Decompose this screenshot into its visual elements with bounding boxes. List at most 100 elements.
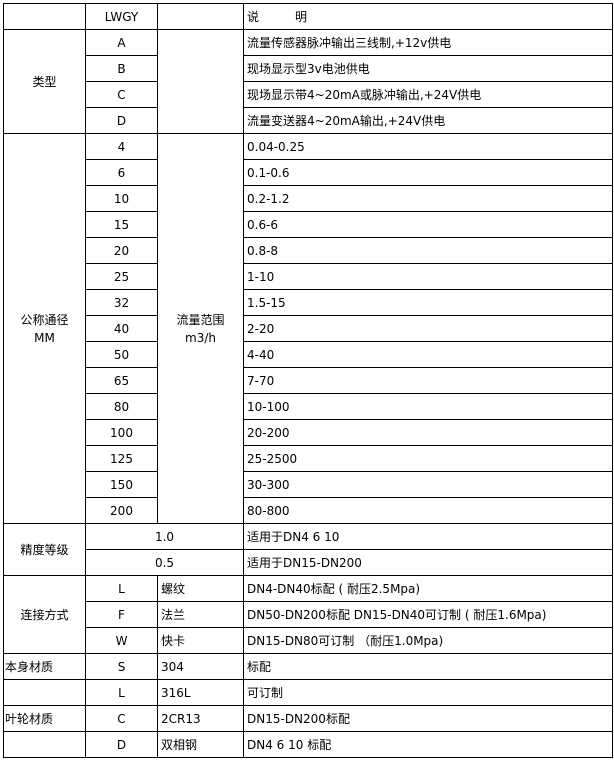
connection-name: 快卡 bbox=[157, 627, 244, 654]
size-row: 20 0.8-8 bbox=[4, 237, 613, 264]
connection-code: F bbox=[85, 601, 158, 628]
flow-range: 7-70 bbox=[243, 367, 613, 394]
accuracy-label: 精度等级 bbox=[3, 523, 86, 576]
type-row: D 流量变送器4~20mA输出,+24V供电 bbox=[4, 107, 613, 134]
material-name: 2CR13 bbox=[157, 705, 244, 732]
size-row: 80 10-100 bbox=[4, 393, 613, 420]
type-code: A bbox=[85, 29, 158, 56]
body-material-label: 本身材质 bbox=[3, 653, 86, 680]
connection-desc: DN4-DN40标配 ( 耐压2.5Mpa) bbox=[243, 575, 613, 602]
flow-range-label-line2: m3/h bbox=[185, 330, 216, 345]
size-dn: 15 bbox=[85, 211, 158, 238]
flow-range: 80-800 bbox=[243, 497, 613, 524]
type-desc: 现场显示型3v电池供电 bbox=[243, 55, 613, 82]
size-dn: 50 bbox=[85, 341, 158, 368]
accuracy-row: 0.5 适用于DN15-DN200 bbox=[4, 549, 613, 576]
size-dn: 65 bbox=[85, 367, 158, 394]
material-code: S bbox=[85, 653, 158, 680]
size-row: 10 0.2-1.2 bbox=[4, 185, 613, 212]
flow-range: 1-10 bbox=[243, 263, 613, 290]
size-label-line2: MM bbox=[34, 330, 55, 345]
size-row: 公称通径 MM 4 流量范围 m3/h 0.04-0.25 bbox=[3, 133, 613, 524]
size-dn: 200 bbox=[85, 497, 158, 524]
size-dn: 125 bbox=[85, 445, 158, 472]
material-desc: DN4 6 10 标配 bbox=[243, 731, 613, 758]
flow-range: 2-20 bbox=[243, 315, 613, 342]
size-row: 50 4-40 bbox=[4, 341, 613, 368]
type-row: C 现场显示带4~20mA或脉冲输出,+24V供电 bbox=[4, 81, 613, 108]
connection-name: 法兰 bbox=[157, 601, 244, 628]
connection-desc: DN15-DN80可订制 （耐压1.0Mpa) bbox=[243, 627, 613, 654]
flow-range: 4-40 bbox=[243, 341, 613, 368]
size-row: 100 20-200 bbox=[4, 419, 613, 446]
impeller-material-row: 叶轮材质 C 2CR13 DN15-DN200标配 bbox=[3, 705, 613, 732]
empty-cell bbox=[3, 731, 86, 758]
material-code: D bbox=[85, 731, 158, 758]
header-model: LWGY bbox=[85, 3, 158, 30]
material-code: L bbox=[85, 679, 158, 706]
flow-range: 1.5-15 bbox=[243, 289, 613, 316]
flow-range: 30-300 bbox=[243, 471, 613, 498]
material-desc: 标配 bbox=[243, 653, 613, 680]
header-empty bbox=[3, 3, 86, 30]
accuracy-row: 精度等级 1.0 适用于DN4 6 10 bbox=[3, 523, 613, 576]
size-row: 65 7-70 bbox=[4, 367, 613, 394]
body-material-row: L 316L 可订制 bbox=[3, 679, 613, 706]
type-row: 类型 A 流量传感器脉冲输出三线制,+12v供电 bbox=[3, 29, 613, 134]
flow-range-label: 流量范围 m3/h bbox=[157, 133, 244, 524]
type-desc: 流量传感器脉冲输出三线制,+12v供电 bbox=[243, 29, 613, 56]
size-dn: 32 bbox=[85, 289, 158, 316]
size-row: 200 80-800 bbox=[4, 497, 613, 524]
connection-label: 连接方式 bbox=[3, 575, 86, 654]
type-desc: 现场显示带4~20mA或脉冲输出,+24V供电 bbox=[243, 81, 613, 108]
accuracy-grade: 1.0 bbox=[85, 523, 244, 550]
size-dn: 25 bbox=[85, 263, 158, 290]
size-row: 40 2-20 bbox=[4, 315, 613, 342]
size-label: 公称通径 MM bbox=[3, 133, 86, 524]
size-dn: 80 bbox=[85, 393, 158, 420]
type-empty bbox=[157, 29, 244, 134]
header-description: 说 明 bbox=[243, 3, 613, 30]
header-row: LWGY 说 明 bbox=[3, 3, 613, 30]
flow-range: 0.6-6 bbox=[243, 211, 613, 238]
size-dn: 100 bbox=[85, 419, 158, 446]
type-code: B bbox=[85, 55, 158, 82]
material-name: 304 bbox=[157, 653, 244, 680]
accuracy-desc: 适用于DN4 6 10 bbox=[243, 523, 613, 550]
connection-code: L bbox=[85, 575, 158, 602]
empty-cell bbox=[3, 679, 86, 706]
impeller-material-label: 叶轮材质 bbox=[3, 705, 86, 732]
size-row: 15 0.6-6 bbox=[4, 211, 613, 238]
connection-row: F 法兰 DN50-DN200标配 DN15-DN40可订制 ( 耐压1.6Mpa) bbox=[4, 601, 613, 628]
connection-desc: DN50-DN200标配 DN15-DN40可订制 ( 耐压1.6Mpa) bbox=[243, 601, 613, 628]
size-dn: 150 bbox=[85, 471, 158, 498]
size-dn: 4 bbox=[85, 133, 158, 160]
size-label-line1: 公称通径 bbox=[20, 312, 69, 327]
flow-range: 0.8-8 bbox=[243, 237, 613, 264]
type-label: 类型 bbox=[3, 29, 86, 134]
type-code: D bbox=[85, 107, 158, 134]
type-code: C bbox=[85, 81, 158, 108]
size-dn: 40 bbox=[85, 315, 158, 342]
connection-row: 连接方式 L 螺纹 DN4-DN40标配 ( 耐压2.5Mpa) bbox=[3, 575, 613, 654]
connection-code: W bbox=[85, 627, 158, 654]
accuracy-desc: 适用于DN15-DN200 bbox=[243, 549, 613, 576]
accuracy-grade: 0.5 bbox=[85, 549, 244, 576]
type-desc: 流量变送器4~20mA输出,+24V供电 bbox=[243, 107, 613, 134]
size-row: 125 25-2500 bbox=[4, 445, 613, 472]
size-dn: 20 bbox=[85, 237, 158, 264]
size-row: 25 1-10 bbox=[4, 263, 613, 290]
type-row: B 现场显示型3v电池供电 bbox=[4, 55, 613, 82]
impeller-material-row: D 双相钢 DN4 6 10 标配 bbox=[3, 731, 613, 758]
material-desc: 可订制 bbox=[243, 679, 613, 706]
material-code: C bbox=[85, 705, 158, 732]
size-dn: 6 bbox=[85, 159, 158, 186]
header-empty-2 bbox=[157, 3, 244, 30]
material-name: 双相钢 bbox=[157, 731, 244, 758]
connection-name: 螺纹 bbox=[157, 575, 244, 602]
material-name: 316L bbox=[157, 679, 244, 706]
material-desc: DN15-DN200标配 bbox=[243, 705, 613, 732]
body-material-row: 本身材质 S 304 标配 bbox=[3, 653, 613, 680]
size-row: 32 1.5-15 bbox=[4, 289, 613, 316]
flow-range: 0.2-1.2 bbox=[243, 185, 613, 212]
